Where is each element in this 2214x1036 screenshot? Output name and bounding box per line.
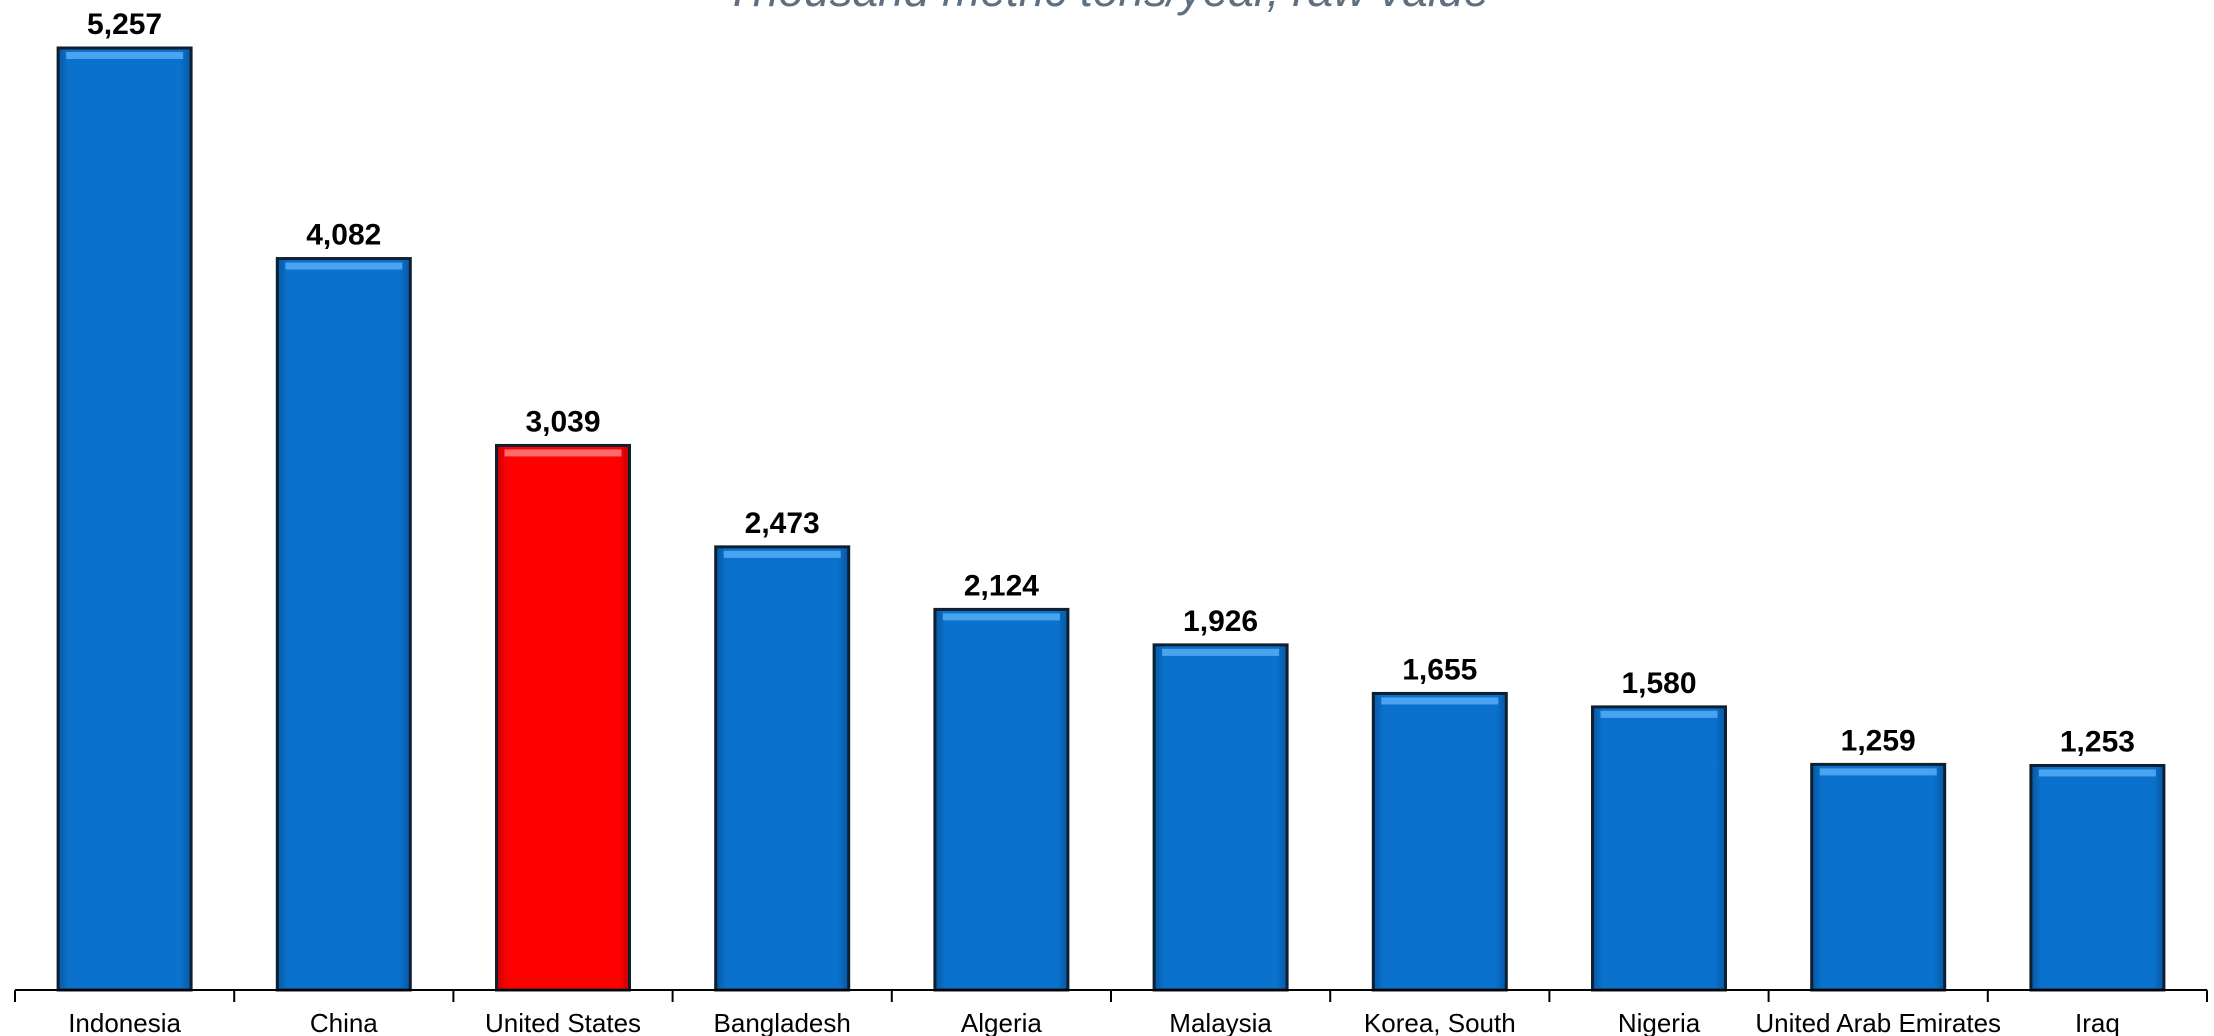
bar: [1810, 762, 1947, 992]
bar-iraq: [2029, 763, 2166, 992]
bar: [714, 545, 851, 992]
x-axis-tick-labels: Indonesia China United States Bangladesh Alg…: [68, 1008, 2120, 1036]
bar-value-label: 1,259: [1841, 724, 1916, 757]
bar-bevel: [1162, 648, 1280, 656]
chart-subtitle: Thousand metric tons/year, raw value: [725, 0, 1489, 16]
bar-united-arab-emirates: [1810, 762, 1947, 992]
bar-bevel: [66, 52, 184, 59]
bar-bangladesh: [714, 545, 851, 992]
bars-layer: [56, 46, 2166, 992]
bar: [1591, 705, 1727, 992]
bar-value-label: 2,473: [745, 507, 820, 540]
bar: [275, 257, 412, 992]
bar: [495, 443, 631, 992]
bar-bevel: [504, 449, 622, 457]
x-tick-label: Bangladesh: [714, 1008, 851, 1036]
bar-value-label: 1,580: [1621, 667, 1696, 700]
x-tick-label: China: [310, 1008, 378, 1036]
bar-bevel: [285, 262, 403, 270]
bar-bevel: [1819, 768, 1937, 776]
bar-united-states: [495, 443, 631, 992]
x-tick-label: United Arab Emirates: [1755, 1008, 2001, 1036]
bar-china: [275, 257, 412, 992]
bar: [56, 46, 193, 992]
bar: [1371, 691, 1508, 992]
bar-algeria: [933, 607, 1070, 992]
x-tick-label: Indonesia: [68, 1008, 181, 1036]
bar-value-label: 5,257: [87, 8, 162, 41]
bar-bevel: [1381, 697, 1499, 705]
bar: [1152, 643, 1289, 992]
x-tick-label: Algeria: [961, 1008, 1042, 1036]
bar-value-label: 1,655: [1402, 653, 1477, 686]
x-axis-ticks: [14, 990, 2208, 1002]
x-tick-label: Nigeria: [1618, 1008, 1701, 1036]
bar-nigeria: [1591, 705, 1727, 992]
bar-value-label: 1,253: [2060, 725, 2135, 758]
bar: [2029, 763, 2166, 992]
x-tick-label: Iraq: [2075, 1008, 2120, 1036]
bar-indonesia: [56, 46, 193, 992]
bar-value-label: 3,039: [525, 405, 600, 438]
bar-value-label: 1,926: [1183, 605, 1258, 638]
bar-korea-south: [1371, 691, 1508, 992]
bar-value-label: 2,124: [964, 569, 1039, 602]
bar: [933, 607, 1070, 992]
x-tick-label: Malaysia: [1169, 1008, 1272, 1036]
bar-malaysia: [1152, 643, 1289, 992]
x-tick-label: United States: [485, 1008, 641, 1036]
value-labels-layer: 5,257 4,082 3,039 2,473 2,124 1,926 1,655 1,580…: [87, 8, 2135, 758]
bar-bevel: [2038, 769, 2156, 777]
bar-bevel: [942, 613, 1060, 621]
bar-bevel: [1600, 710, 1718, 718]
bar-value-label: 4,082: [306, 219, 381, 252]
bar-bevel: [723, 550, 841, 558]
x-tick-label: Korea, South: [1364, 1008, 1516, 1036]
